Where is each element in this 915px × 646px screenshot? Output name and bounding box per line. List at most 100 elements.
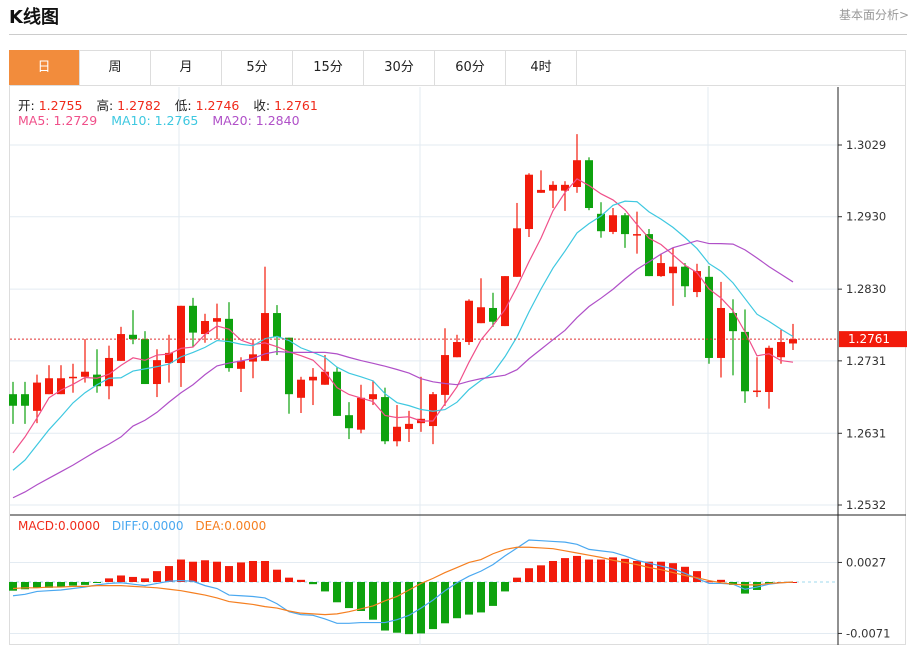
candle-up: [573, 160, 581, 188]
macd-bar: [729, 582, 737, 585]
macd-bar: [681, 566, 689, 582]
candle-up: [453, 342, 461, 358]
page-title: K线图: [9, 7, 59, 28]
ma10-line: [12, 200, 794, 471]
candle-up: [357, 397, 365, 430]
y-tick-label: 1.3029: [846, 138, 886, 152]
close-value: 1.2761: [274, 98, 318, 113]
macd-bar: [93, 582, 101, 583]
candle-up: [441, 355, 449, 395]
macd-bar: [441, 582, 449, 624]
fundamental-analysis-link[interactable]: 基本面分析>: [838, 8, 909, 22]
low-value: 1.2746: [195, 98, 240, 113]
candle-up: [393, 426, 401, 442]
candle-up: [501, 276, 509, 327]
macd-bar: [465, 582, 473, 615]
macd-bar: [105, 578, 113, 582]
candle-up: [369, 394, 377, 400]
candle-up: [561, 184, 569, 191]
macd-bar: [621, 558, 629, 582]
candle-down: [21, 394, 29, 406]
candle-down: [381, 397, 389, 442]
candle-up: [153, 360, 161, 385]
macd-bar: [45, 582, 53, 588]
candle-down: [225, 318, 233, 369]
macd-bar: [657, 561, 665, 582]
candle-down: [621, 215, 629, 235]
y-tick-label: 1.2631: [846, 426, 886, 440]
tab-30min[interactable]: 30分: [364, 50, 435, 85]
candle-down: [729, 313, 737, 332]
macd-bar: [381, 582, 389, 631]
ma10-value: MA10: 1.2765: [111, 113, 199, 128]
macd-bar: [705, 581, 713, 583]
macd-bar: [201, 560, 209, 582]
macd-bar: [165, 566, 173, 582]
tab-day[interactable]: 日: [9, 50, 80, 85]
macd-bar: [297, 579, 305, 582]
macd-bar: [453, 582, 461, 619]
macd-bar: [21, 582, 29, 590]
candle-down: [489, 307, 497, 322]
candle-up: [465, 300, 473, 343]
macd-bar: [69, 582, 77, 586]
macd-bar: [249, 560, 257, 582]
tab-60min[interactable]: 60分: [435, 50, 506, 85]
macd-bar: [225, 566, 233, 582]
macd-bar: [81, 582, 89, 585]
macd-bar: [129, 576, 137, 582]
candle-down: [681, 266, 689, 287]
candle-up: [117, 334, 125, 361]
macd-bar: [489, 582, 497, 606]
macd-bar: [345, 582, 353, 609]
period-tabs: 日 周 月 5分 15分 30分 60分 4时: [9, 50, 906, 86]
candle-up: [177, 305, 185, 364]
macd-y-tick-label: -0.0071: [846, 626, 890, 640]
y-tick-label: 1.2830: [846, 282, 886, 296]
candle-down: [189, 305, 197, 333]
candle-up: [321, 371, 329, 385]
candle-up: [261, 313, 269, 361]
candle-up: [789, 339, 797, 344]
candle-down: [285, 337, 293, 395]
macd-bar: [741, 582, 749, 594]
macd-bar: [609, 557, 617, 582]
candle-up: [513, 228, 521, 277]
candle-up: [309, 376, 317, 381]
tab-15min[interactable]: 15分: [293, 50, 364, 85]
candle-up: [45, 378, 53, 395]
tab-4hour[interactable]: 4时: [506, 50, 577, 85]
tab-month[interactable]: 月: [151, 50, 222, 85]
macd-bar: [429, 582, 437, 630]
divider: [9, 34, 907, 35]
macd-bar: [9, 582, 17, 591]
macd-bar: [357, 582, 365, 611]
y-tick-label: 1.2930: [846, 210, 886, 224]
candle-up: [405, 423, 413, 429]
open-label: 开:: [18, 98, 35, 113]
tab-week[interactable]: 周: [80, 50, 151, 85]
macd-bar: [57, 582, 65, 588]
macd-bar: [33, 582, 41, 588]
candle-up: [777, 342, 785, 358]
ma20-value: MA20: 1.2840: [212, 113, 300, 128]
candle-down: [741, 331, 749, 392]
macd-bar: [177, 559, 185, 582]
candle-up: [753, 390, 761, 393]
macd-bar: [261, 560, 269, 582]
candle-down: [585, 160, 593, 209]
ma5-value: MA5: 1.2729: [18, 113, 98, 128]
candle-up: [765, 347, 773, 393]
candle-up: [81, 371, 89, 377]
candle-up: [633, 234, 641, 236]
macd-bar: [765, 582, 773, 584]
macd-bar: [537, 565, 545, 582]
candle-down: [9, 394, 17, 406]
tab-5min[interactable]: 5分: [222, 50, 293, 85]
macd-bar: [309, 582, 317, 585]
macd-bar: [285, 577, 293, 582]
ohlc-info: 开: 1.2755 高: 1.2782 低: 1.2746 收: 1.2761: [18, 95, 322, 114]
macd-bar: [693, 571, 701, 582]
candle-up: [105, 357, 113, 387]
